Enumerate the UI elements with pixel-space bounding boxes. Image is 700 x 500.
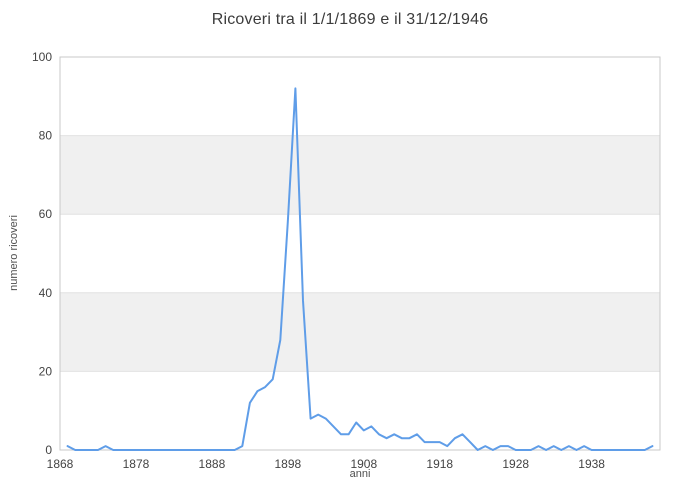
x-tick-label: 1898 [274, 457, 301, 471]
x-tick-label: 1918 [426, 457, 453, 471]
y-tick-label: 100 [32, 50, 52, 64]
grid-band [60, 371, 660, 450]
x-tick-label: 1878 [123, 457, 150, 471]
x-axis-title: anni [349, 468, 371, 480]
grid-band [60, 135, 660, 215]
x-tick-label: 1888 [199, 457, 226, 471]
x-tick-label: 1868 [47, 457, 74, 471]
y-tick-label: 20 [39, 364, 53, 378]
grid-band [60, 214, 660, 293]
x-tick-label: 1928 [502, 457, 529, 471]
y-tick-label: 80 [39, 129, 53, 143]
x-tick-label: 1908 [350, 457, 377, 471]
data-line [66, 87, 654, 451]
plot-border [59, 56, 661, 451]
chart-title: Ricoveri tra il 1/1/1869 e il 31/12/1946 [211, 11, 489, 28]
grid-band [60, 57, 660, 136]
grid-band [60, 292, 660, 372]
y-axis-title: numero ricoveri [8, 215, 20, 291]
y-tick-label: 60 [39, 207, 53, 221]
y-tick-label: 0 [45, 443, 52, 457]
x-tick-label: 1938 [578, 457, 605, 471]
y-tick-label: 40 [39, 286, 53, 300]
